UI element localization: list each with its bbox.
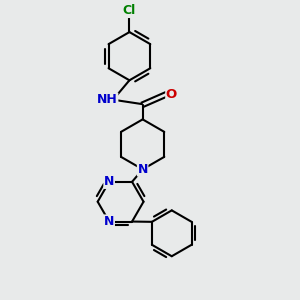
Text: NH: NH xyxy=(97,93,118,106)
Text: N: N xyxy=(137,163,148,176)
Text: N: N xyxy=(104,175,114,188)
Text: N: N xyxy=(104,215,114,228)
Text: Cl: Cl xyxy=(123,4,136,17)
Text: O: O xyxy=(166,88,177,101)
